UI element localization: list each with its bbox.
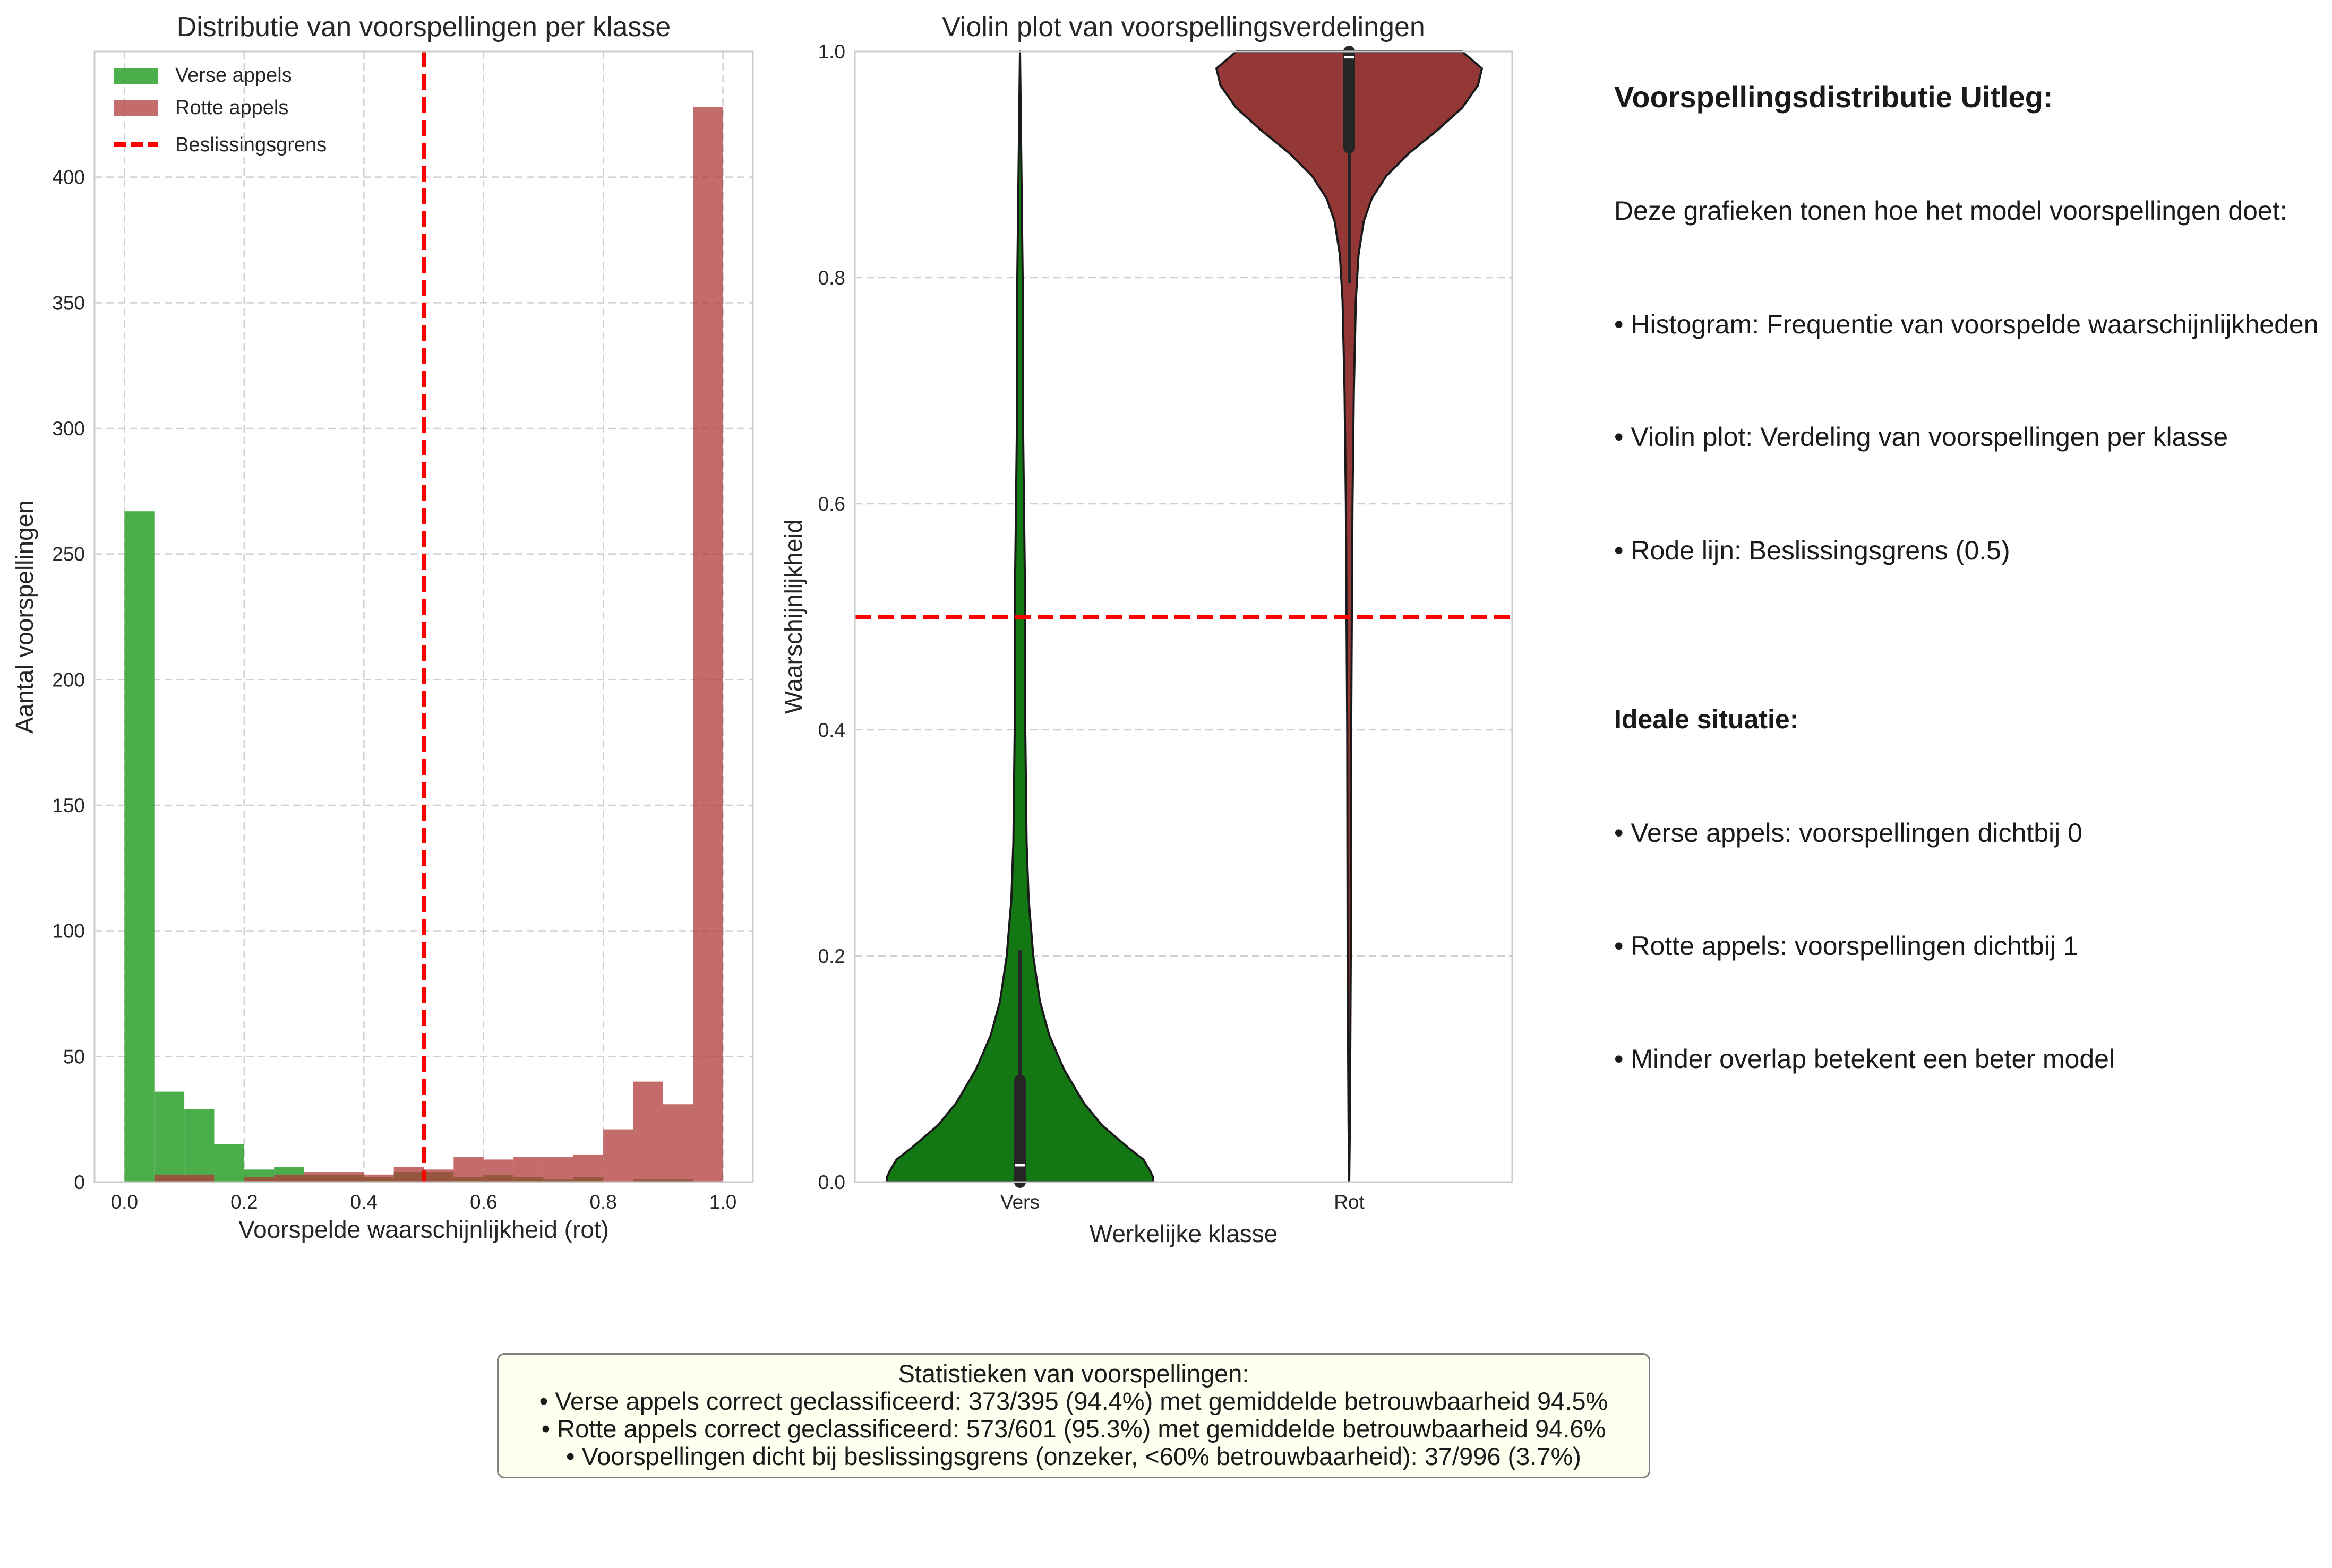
statistics-line: • Rotte appels correct geclassificeerd: …	[541, 1415, 1606, 1443]
histogram-bar-rotte	[513, 1157, 544, 1182]
histogram-bar-verse	[154, 1091, 185, 1182]
y-tick-label: 50	[63, 1046, 85, 1067]
x-tick-label: Vers	[1000, 1191, 1040, 1213]
y-tick-label: 0.8	[818, 267, 845, 289]
histogram-bar-rotte	[393, 1167, 424, 1182]
ideal-situation-title: Ideale situatie:	[1614, 704, 1799, 734]
ideal-point: • Rotte appels: voorspellingen dichtbij …	[1614, 931, 2078, 961]
histogram-bar-rotte	[304, 1172, 334, 1182]
histogram-chart: 0.0 0.2 0.4 0.6 0.8 1.0 0 50 100 150 200 250 300 350 4…	[11, 12, 754, 1243]
plot-frame	[93, 50, 754, 1183]
histogram-bar-rotte	[333, 1172, 364, 1182]
legend-swatch	[114, 100, 158, 116]
histogram-bar-rotte	[184, 1174, 215, 1182]
legend-label: Rotte appels	[175, 97, 288, 119]
y-tick-label: 200	[52, 669, 85, 691]
plot-frame	[854, 50, 1513, 1183]
x-axis-label: Werkelijke klasse	[1090, 1220, 1278, 1247]
statistics-title: Statistieken van voorspellingen:	[898, 1359, 1249, 1388]
y-tick-label: 100	[52, 920, 85, 942]
explanation-point: • Violin plot: Verdeling van voorspellin…	[1614, 422, 2228, 452]
y-axis-label: Waarschijnlijkheid	[779, 520, 807, 714]
chart-title: Violin plot van voorspellingsverdelingen	[942, 12, 1425, 42]
chart-title: Distributie van voorspellingen per klass…	[177, 12, 671, 42]
ideal-point: • Verse appels: voorspellingen dichtbij …	[1614, 818, 2082, 848]
y-tick-label: 1.0	[818, 41, 845, 63]
explanation-intro: Deze grafieken tonen hoe het model voors…	[1614, 196, 2287, 226]
legend-label: Beslissingsgrens	[175, 134, 327, 156]
y-tick-label: 150	[52, 795, 85, 816]
explanation-point: • Histogram: Frequentie van voorspelde w…	[1614, 309, 2319, 339]
x-tick-label: 0.6	[470, 1191, 497, 1213]
histogram-bar-rotte	[274, 1174, 304, 1182]
legend-swatch	[114, 68, 158, 84]
x-tick-label: 0.8	[589, 1191, 616, 1213]
histogram-bar-rotte	[483, 1159, 514, 1182]
legend: Verse appels Rotte appels Beslissingsgrens	[114, 64, 327, 156]
legend-label: Verse appels	[175, 64, 292, 87]
violin-chart: 0.0 0.2 0.4 0.6 0.8 1.0 Vers Rot Violin plot van…	[779, 12, 1513, 1247]
y-tick-label: 0	[74, 1171, 85, 1193]
y-tick-label: 0.2	[818, 945, 845, 967]
histogram-bar-rotte	[244, 1177, 275, 1182]
histogram-bar-rotte	[693, 107, 723, 1183]
x-tick-label: 1.0	[709, 1191, 736, 1213]
y-tick-label: 350	[52, 292, 85, 314]
y-axis-label: Aantal voorspellingen	[11, 500, 38, 734]
x-tick-label: 0.4	[350, 1191, 378, 1213]
y-tick-label: 0.0	[818, 1171, 845, 1193]
histogram-bar-rotte	[573, 1154, 604, 1182]
histogram-bar-rotte	[663, 1104, 693, 1182]
histogram-bar-rotte	[633, 1081, 663, 1182]
explanation-point: • Rode lijn: Beslissingsgrens (0.5)	[1614, 536, 2010, 565]
y-tick-label: 300	[52, 418, 85, 440]
x-tick-label: 0.0	[111, 1191, 138, 1213]
x-tick-label: Rot	[1334, 1191, 1365, 1213]
histogram-bar-rotte	[453, 1157, 484, 1182]
histogram-bar-rotte	[543, 1157, 573, 1182]
y-tick-label: 0.6	[818, 493, 845, 515]
statistics-line: • Voorspellingen dicht bij beslissingsgr…	[566, 1442, 1581, 1470]
statistics-line: • Verse appels correct geclassificeerd: …	[539, 1387, 1608, 1415]
y-tick-label: 0.4	[818, 719, 845, 741]
histogram-bar-rotte	[424, 1169, 454, 1182]
x-axis-label: Voorspelde waarschijnlijkheid (rot)	[238, 1216, 609, 1243]
y-tick-label: 250	[52, 544, 85, 565]
histogram-bar-rotte	[603, 1129, 633, 1182]
explanation-title: Voorspellingsdistributie Uitleg:	[1614, 80, 2053, 114]
histogram-bar-rotte	[154, 1174, 185, 1182]
histogram-bar-verse	[214, 1144, 244, 1182]
histogram-bar-rotte	[364, 1174, 394, 1182]
x-tick-label: 0.2	[230, 1191, 258, 1213]
y-tick-label: 400	[52, 167, 85, 188]
ideal-point: • Minder overlap betekent een beter mode…	[1614, 1044, 2115, 1074]
statistics-box: Statistieken van voorspellingen: • Verse…	[497, 1353, 1650, 1478]
histogram-bar-verse	[184, 1109, 215, 1182]
histogram-bar-verse	[124, 511, 155, 1183]
